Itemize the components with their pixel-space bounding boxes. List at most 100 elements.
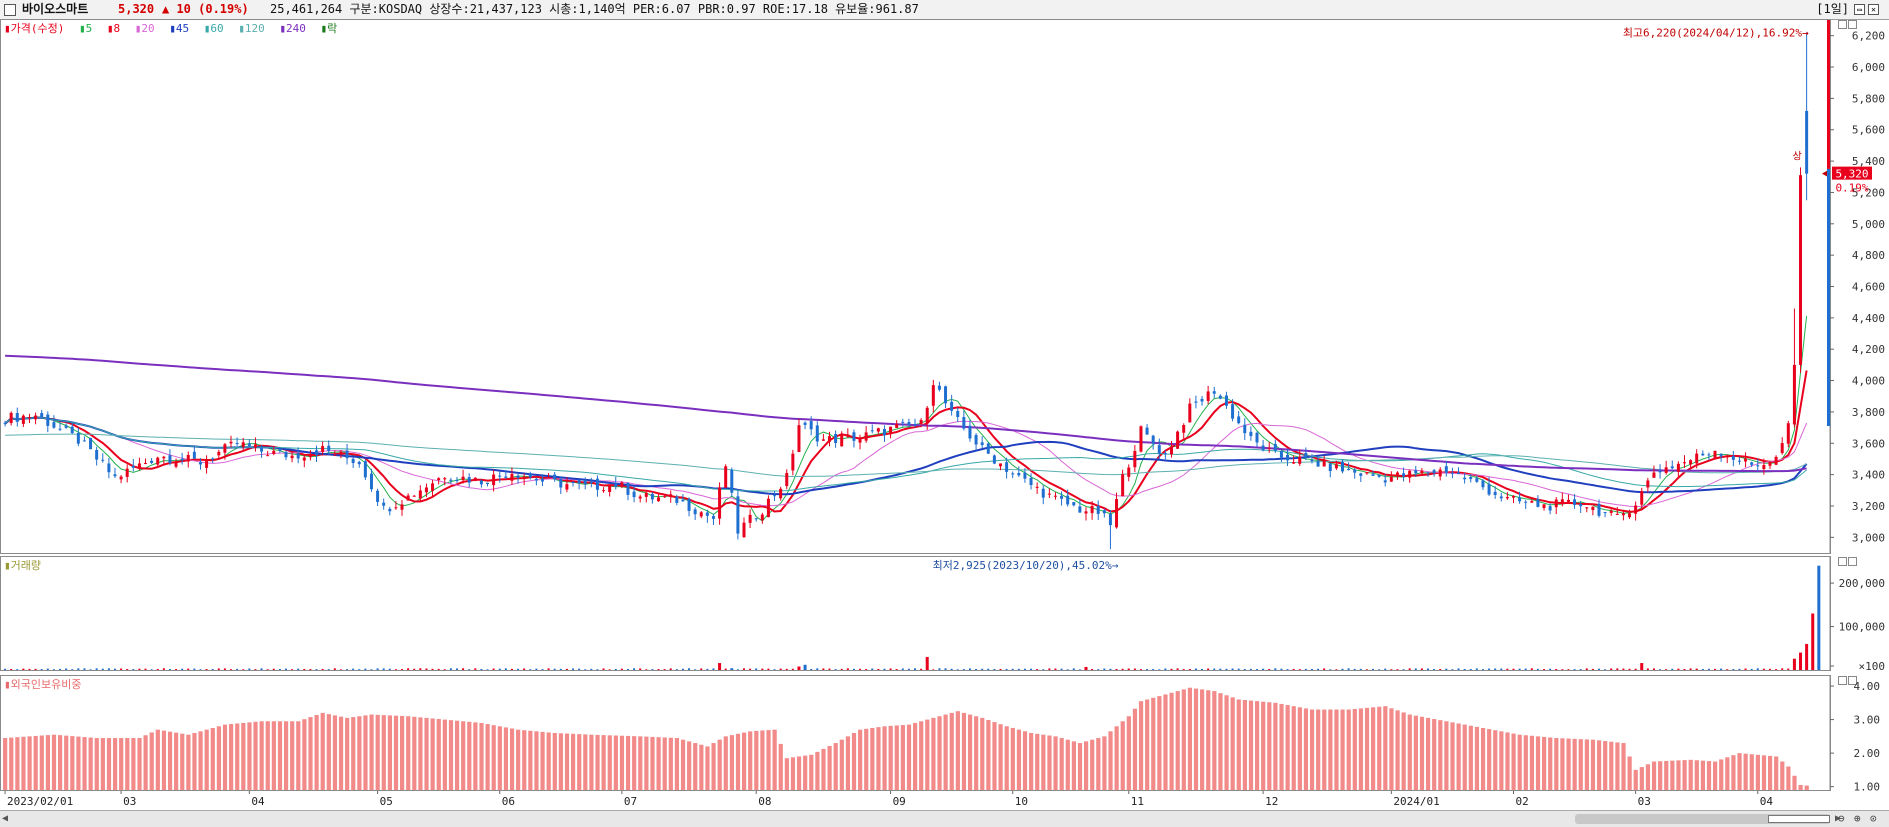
foreign-panel-max-icon[interactable] <box>1838 676 1847 685</box>
candle-body <box>1206 391 1210 401</box>
scroll-right-icon[interactable]: ▶ <box>1835 813 1842 824</box>
candle-body <box>913 424 917 426</box>
chart-scrollbar[interactable]: ◀ ▶ ⊖ ⊕ ⊙ <box>0 810 1889 827</box>
zoom-in-icon[interactable]: ⊕ <box>1854 812 1861 825</box>
foreign-tick-label: 2.00 <box>1854 747 1881 760</box>
candle-body <box>1579 503 1583 507</box>
candle-body <box>467 477 471 483</box>
volume-bar <box>975 669 978 670</box>
volume-bar <box>993 669 996 670</box>
price-panel-close-icon[interactable] <box>1848 20 1857 29</box>
ma-legend-lock[interactable]: ▮락 <box>320 22 338 35</box>
foreign-tick-label: 1.00 <box>1854 781 1881 794</box>
x-tick-label: 07 <box>624 795 637 808</box>
volume-bar <box>126 669 129 670</box>
foreign-bar <box>1615 742 1620 790</box>
candle-body <box>1566 499 1570 502</box>
candle-body <box>785 472 789 487</box>
volume-bar <box>1341 668 1344 670</box>
foreign-bar <box>1206 690 1211 790</box>
x-tick-label: 09 <box>893 795 906 808</box>
scroll-left-icon[interactable]: ◀ <box>2 813 9 824</box>
candle-body <box>718 487 722 519</box>
candle-body <box>864 432 868 441</box>
x-tick-label: 11 <box>1131 795 1144 808</box>
volume-bar <box>1628 668 1631 670</box>
volume-bar <box>1536 668 1539 670</box>
foreign-panel-close-icon[interactable] <box>1848 676 1857 685</box>
scroll-thumb[interactable] <box>1575 814 1830 824</box>
foreign-bar <box>400 715 405 790</box>
period-selector[interactable]: [1일] <box>1816 2 1849 16</box>
candle-body <box>1799 175 1803 365</box>
foreign-bar <box>1487 729 1492 790</box>
price-arrow-label: 상 <box>1793 151 1802 163</box>
ma-legend-20[interactable]: ▮20 <box>134 22 155 35</box>
candle-body <box>895 423 899 428</box>
close-icon[interactable]: ✕ <box>1868 4 1879 15</box>
ma-legend-8[interactable]: ▮8 <box>106 22 121 35</box>
volume-bar <box>865 669 868 670</box>
candle-body <box>186 454 190 462</box>
candle-body <box>290 455 294 459</box>
stock-chart[interactable]: 3,000 3,200 3,400 3,600 3,800 4,000 4,200 4,400… <box>0 0 1889 810</box>
foreign-bar <box>894 725 899 790</box>
ma-legend-45[interactable]: ▮45 <box>169 22 190 35</box>
volume-bar <box>132 669 135 670</box>
volume-bar <box>578 668 581 670</box>
candle-body <box>205 459 209 468</box>
ma-legend-5[interactable]: ▮5 <box>78 22 93 35</box>
volume-bar <box>1750 668 1753 670</box>
price-tick-label: 3,200 <box>1852 500 1885 513</box>
zoom-reset-icon[interactable]: ⊙ <box>1870 812 1877 825</box>
candle-body <box>1096 506 1100 514</box>
volume-legend: ▮거래량 <box>4 559 41 572</box>
volume-bar <box>230 669 233 670</box>
volume-panel-max-icon[interactable] <box>1838 557 1847 566</box>
volume-panel-close-icon[interactable] <box>1848 557 1857 566</box>
candle-body <box>498 475 502 477</box>
volume-bar <box>565 668 568 670</box>
zoom-slider[interactable] <box>1768 815 1830 823</box>
candle-body <box>748 514 752 523</box>
foreign-bar <box>735 733 741 790</box>
candle-body <box>956 411 960 418</box>
volume-bar <box>1365 669 1368 670</box>
foreign-bar <box>1010 727 1015 790</box>
price-panel-max-icon[interactable] <box>1838 20 1847 29</box>
ma-legend-60[interactable]: ▮60 <box>203 22 224 35</box>
foreign-bar <box>9 737 14 790</box>
candle-body <box>101 459 105 461</box>
volume-bar <box>217 668 220 670</box>
candle-body <box>1029 478 1033 486</box>
foreign-bar <box>314 714 319 790</box>
foreign-bar <box>1474 726 1480 790</box>
foreign-bar <box>674 738 680 790</box>
zoom-out-icon[interactable]: ⊖ <box>1838 812 1845 825</box>
price-tick-label: 3,800 <box>1852 406 1885 419</box>
foreign-bar <box>192 733 197 790</box>
candle-body <box>113 474 117 477</box>
foreign-bar <box>436 719 441 790</box>
foreign-bar <box>357 716 362 790</box>
candle-body <box>1023 472 1027 479</box>
restore-icon[interactable]: ▭ <box>1854 4 1865 15</box>
volume-bar <box>1500 668 1503 670</box>
panel-checkbox[interactable] <box>4 4 16 16</box>
foreign-bar <box>1383 706 1388 790</box>
foreign-bar <box>1505 732 1510 790</box>
volume-bar <box>761 668 764 670</box>
candle-body <box>1298 456 1302 464</box>
volume-bar <box>242 669 245 670</box>
foreign-bar <box>326 714 331 790</box>
ma-legend-240[interactable]: ▮240 <box>279 22 306 35</box>
candle-body <box>1066 495 1070 505</box>
foreign-bar <box>1328 709 1333 790</box>
candle-body <box>1518 497 1522 502</box>
ma-legend-120[interactable]: ▮120 <box>238 22 265 35</box>
volume-bar <box>1695 668 1698 670</box>
stock-name[interactable]: 바이오스마트 <box>22 2 89 16</box>
candle-body <box>339 451 343 455</box>
candle-body <box>266 455 270 457</box>
candle-body <box>1243 424 1247 434</box>
